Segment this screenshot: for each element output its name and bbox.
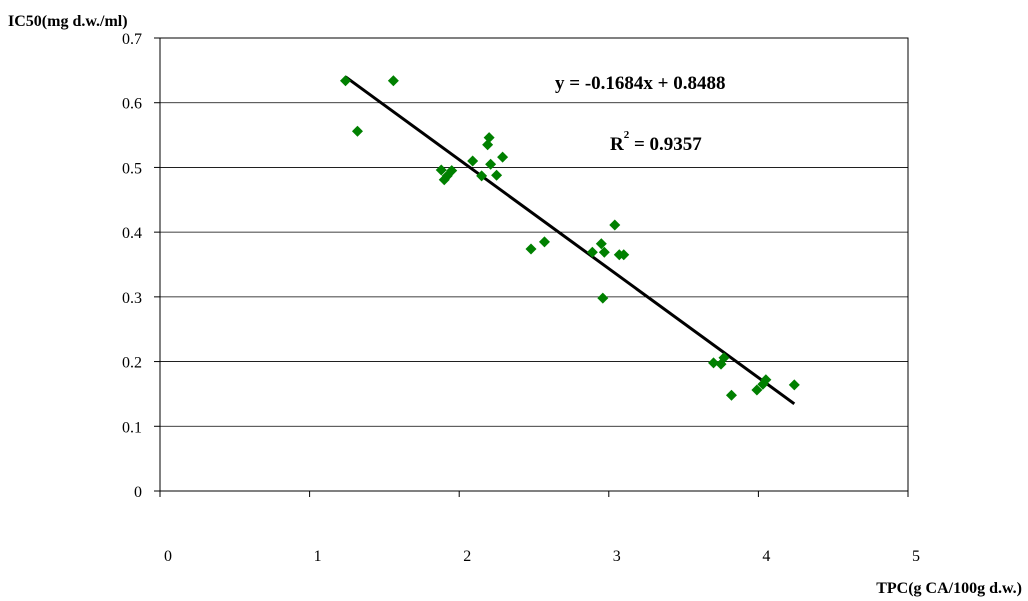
y-tick-label: 0.1 (122, 419, 142, 436)
y-tick-label: 0.5 (122, 160, 142, 177)
x-tick-label: 4 (762, 548, 770, 565)
data-point (497, 152, 508, 163)
data-point (587, 247, 598, 258)
y-tick-label: 0.7 (122, 31, 142, 48)
x-tick-label: 5 (912, 548, 920, 565)
y-tick-label: 0.2 (122, 355, 142, 372)
x-axis-title: TPC(g CA/100g d.w.) (876, 580, 1022, 597)
data-point (539, 236, 550, 247)
y-tick-label: 0.6 (122, 96, 142, 113)
plot-area (160, 38, 908, 491)
chart: IC50(mg d.w./ml) TPC(g CA/100g d.w.) y =… (0, 0, 1028, 601)
x-tick-label: 1 (314, 548, 322, 565)
data-point (491, 170, 502, 181)
r-squared-prefix: R (610, 134, 624, 155)
data-point (388, 75, 399, 86)
data-point (340, 75, 351, 86)
y-tick-label: 0.4 (122, 225, 142, 242)
data-point (609, 220, 620, 231)
data-point (484, 132, 495, 143)
r-squared-text: = 0.9357 (629, 134, 702, 155)
trend-equation: y = -0.1684x + 0.8488 (555, 73, 725, 94)
data-point (467, 155, 478, 166)
data-point (597, 293, 608, 304)
data-point (789, 379, 800, 390)
x-tick-label: 0 (164, 548, 172, 565)
data-point (526, 243, 537, 254)
y-tick-label: 0 (134, 484, 142, 501)
data-point (352, 126, 363, 137)
y-tick-label: 0.3 (122, 290, 142, 307)
r-squared: R2 = 0.9357 (610, 129, 702, 155)
data-point (726, 390, 737, 401)
y-axis-title: IC50(mg d.w./ml) (8, 13, 128, 30)
x-tick-label: 3 (613, 548, 621, 565)
x-tick-label: 2 (463, 548, 471, 565)
data-point (485, 159, 496, 170)
trend-line (346, 77, 795, 404)
